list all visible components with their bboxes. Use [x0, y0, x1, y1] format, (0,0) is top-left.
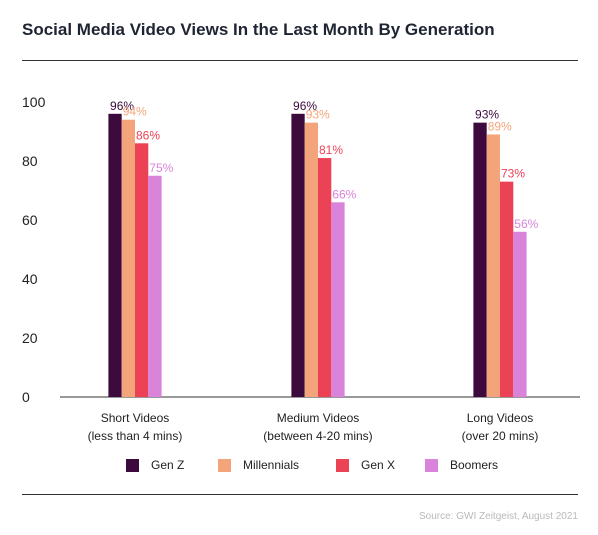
y-tick-label: 100: [22, 94, 46, 110]
bar-boomers: [331, 202, 345, 397]
bar-gen-z: [473, 122, 487, 398]
legend-label: Gen Z: [151, 458, 185, 472]
bar-gen-x: [135, 143, 149, 397]
data-label: 73%: [501, 167, 525, 181]
bar-gen-x: [500, 181, 514, 397]
data-label: 66%: [332, 187, 356, 201]
data-label: 96%: [293, 99, 317, 113]
bar-gen-x: [318, 158, 332, 397]
data-label: 86%: [136, 128, 160, 142]
legend-label: Boomers: [450, 458, 499, 472]
x-tick-label: (between 4-20 mins): [263, 429, 372, 443]
x-tick-label: Medium Videos: [277, 411, 360, 425]
data-label: 93%: [306, 108, 330, 122]
x-tick-label: Short Videos: [101, 411, 170, 425]
legend-swatch: [218, 458, 231, 472]
x-tick-label: Long Videos: [467, 411, 534, 425]
bottom-rule: [22, 494, 578, 495]
data-label: 75%: [149, 161, 173, 175]
data-label: 93%: [475, 108, 499, 122]
y-tick-label: 20: [22, 330, 38, 346]
legend-item: Millennials: [218, 458, 299, 472]
data-label: 94%: [123, 105, 147, 119]
x-tick-label: (less than 4 mins): [88, 429, 183, 443]
legend-label: Millennials: [243, 458, 300, 472]
bar-millennials: [121, 119, 135, 397]
bar-millennials: [304, 122, 318, 398]
data-label: 89%: [488, 119, 512, 133]
legend-item: Gen Z: [126, 458, 184, 472]
y-tick-label: 0: [22, 389, 30, 405]
legend-item: Gen X: [336, 458, 395, 472]
y-tick-label: 80: [22, 153, 38, 169]
source-note: Source: GWI Zeitgeist, August 2021: [419, 511, 578, 522]
chart-title: Social Media Video Views In the Last Mon…: [22, 20, 495, 39]
legend: Gen Z Millennials Gen X Boomers: [0, 458, 598, 478]
legend-label: Gen X: [361, 458, 396, 472]
legend-item: Boomers: [425, 458, 498, 472]
data-label: 81%: [319, 143, 343, 157]
bar-gen-z: [108, 113, 122, 398]
legend-swatch: [425, 458, 438, 472]
y-tick-label: 40: [22, 271, 38, 287]
top-rule: [22, 60, 578, 61]
bar-gen-z: [291, 113, 305, 398]
bar-boomers: [513, 231, 527, 397]
data-label: 56%: [514, 217, 538, 231]
x-tick-label: (over 20 mins): [462, 429, 539, 443]
y-tick-label: 60: [22, 212, 38, 228]
bar-millennials: [486, 134, 500, 397]
data-label: 96%: [110, 99, 134, 113]
legend-swatch: [126, 458, 139, 472]
legend-swatch: [336, 458, 349, 472]
bar-boomers: [148, 175, 162, 397]
